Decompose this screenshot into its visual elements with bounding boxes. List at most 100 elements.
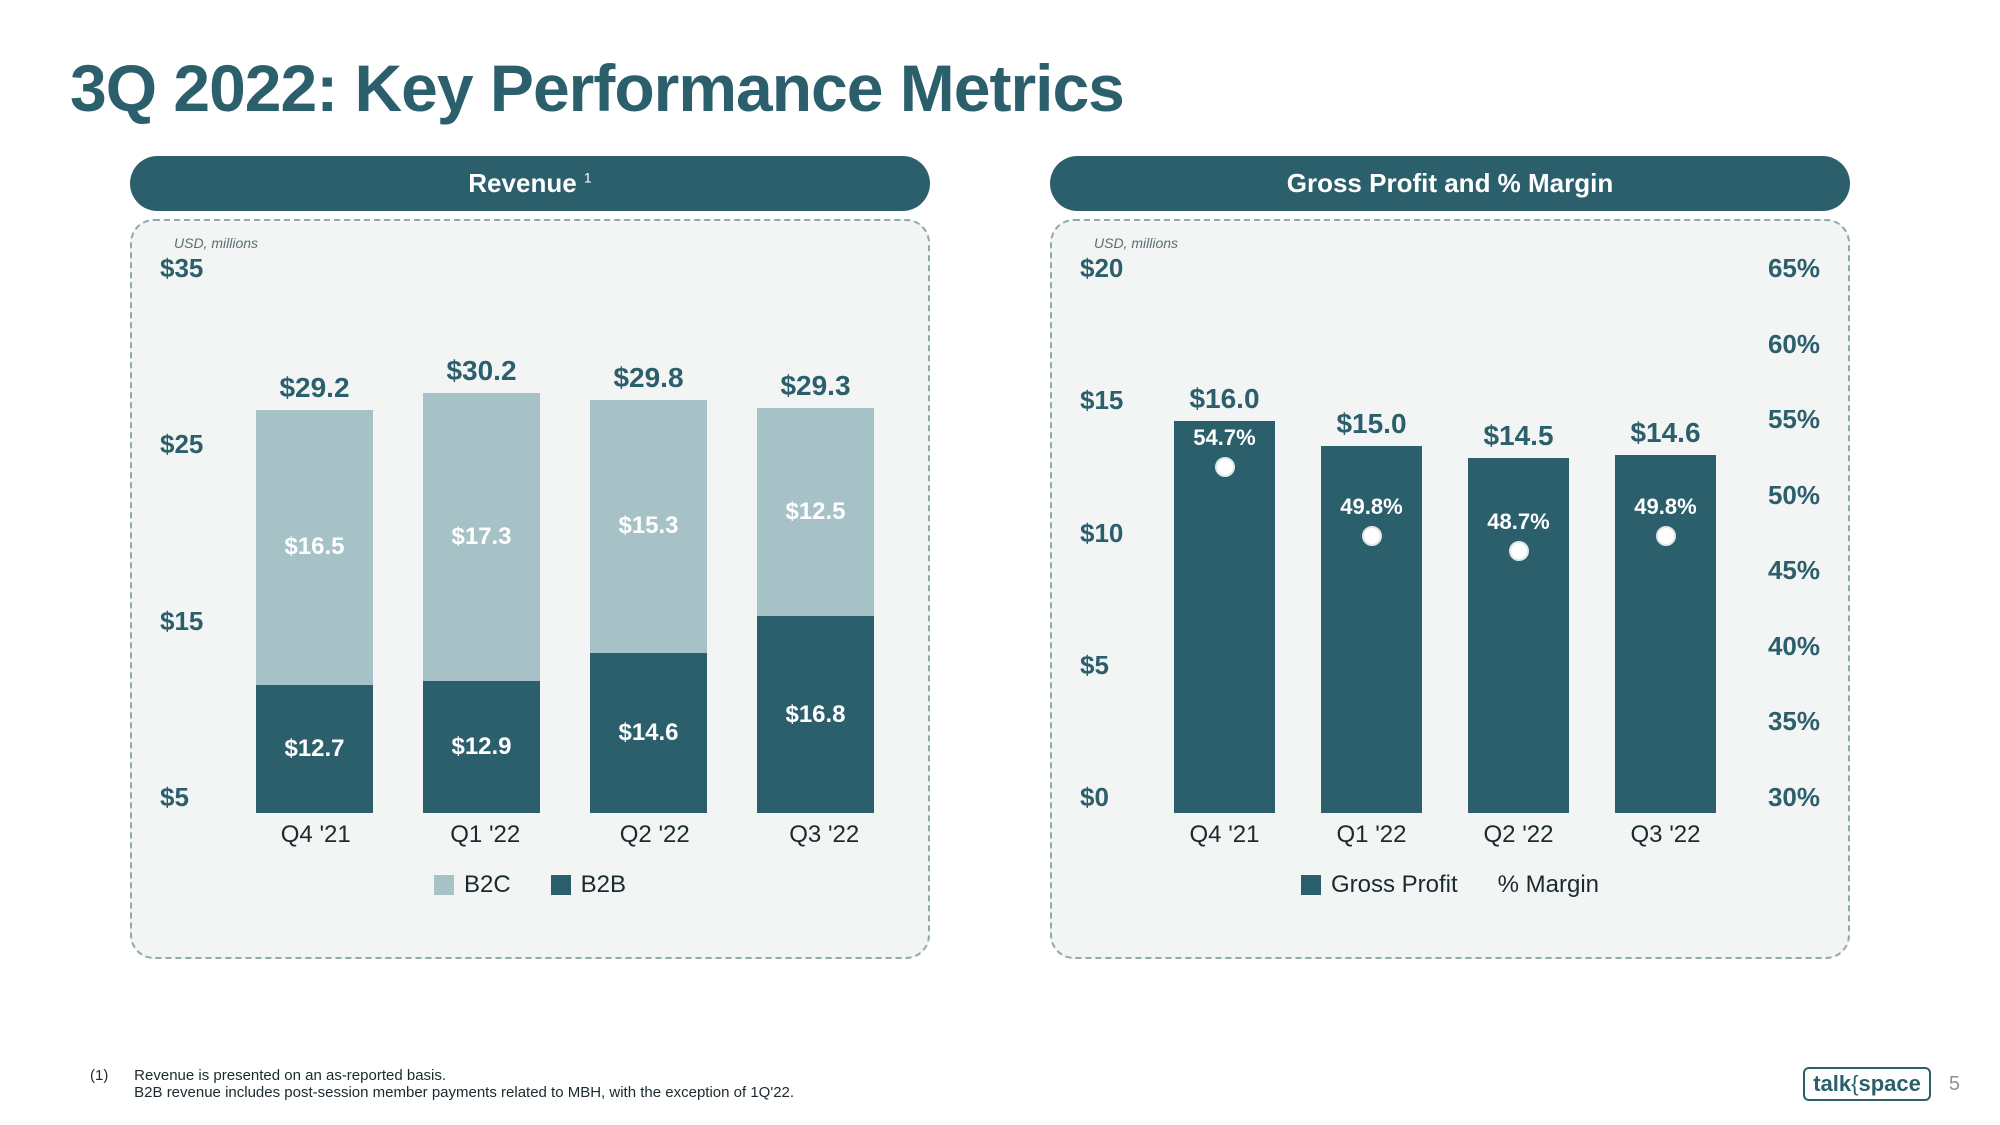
bar-stack: $16.8$12.5 (757, 408, 873, 813)
page-number: 5 (1949, 1073, 1960, 1096)
axis-tick: 55% (1740, 404, 1820, 435)
x-tick: Q1 '22 (1307, 821, 1436, 849)
axis-tick: 35% (1740, 706, 1820, 737)
bar-segment-b2b: $12.7 (256, 685, 372, 813)
gp-bar-column: $16.0 54.7% (1160, 253, 1289, 813)
axis-tick: $0 (1080, 782, 1150, 813)
legend-b2b: B2B (551, 871, 626, 899)
gp-chart-area: $20$15$10$5$0 65%60%55%50%45%40%35%30% $… (1080, 253, 1820, 813)
logo-text: tal (1813, 1071, 1839, 1096)
gp-units: USD, millions (1094, 235, 1830, 251)
bar-value-label: $15.0 (1307, 408, 1436, 440)
footer-right: talk{space 5 (1803, 1067, 1960, 1101)
revenue-chart-area: $35 $25 $15 $5 $29.2 $12.7$16.5 $30.2 $12.9$17… (160, 253, 900, 813)
gp-x-axis: Q4 '21 Q1 '22 Q2 '22 Q3 '22 (1160, 821, 1730, 849)
bar-stack (1174, 421, 1275, 813)
axis-tick: $5 (160, 782, 230, 813)
revenue-x-axis: Q4 '21 Q1 '22 Q2 '22 Q3 '22 (240, 821, 900, 849)
footnote-line2: B2B revenue includes post-session member… (134, 1084, 794, 1101)
footnote-num: (1) (90, 1067, 130, 1084)
axis-tick: $20 (1080, 253, 1150, 284)
footnotes: (1) Revenue is presented on an as-report… (90, 1067, 794, 1101)
x-tick: Q2 '22 (1454, 821, 1583, 849)
x-tick: Q4 '21 (1160, 821, 1289, 849)
axis-tick: $25 (160, 429, 230, 460)
bar-segment-b2b: $14.6 (590, 653, 706, 813)
legend-b2b-label: B2B (581, 871, 626, 899)
x-tick: Q3 '22 (1601, 821, 1730, 849)
legend-margin: % Margin (1498, 871, 1599, 899)
margin-marker-icon (1509, 541, 1529, 561)
bar-total-label: $30.2 (407, 355, 556, 387)
margin-value-label: 49.8% (1601, 494, 1730, 520)
bar-stack: $12.9$17.3 (423, 393, 539, 813)
x-tick: Q2 '22 (579, 821, 731, 849)
logo-text: space (1858, 1071, 1920, 1096)
gp-y-axis-left: $20$15$10$5$0 (1080, 253, 1150, 813)
revenue-bar-column: $29.2 $12.7$16.5 (240, 253, 389, 813)
footnote-line1: Revenue is presented on an as-reported b… (134, 1067, 446, 1084)
gross-profit-swatch-icon (1301, 875, 1321, 895)
axis-tick: 60% (1740, 329, 1820, 360)
revenue-bar-column: $29.3 $16.8$12.5 (741, 253, 890, 813)
x-tick: Q1 '22 (410, 821, 562, 849)
margin-marker-icon (1362, 526, 1382, 546)
margin-marker-icon (1656, 526, 1676, 546)
legend-margin-label: % Margin (1498, 871, 1599, 899)
legend-b2c: B2C (434, 871, 511, 899)
revenue-panel-header: Revenue 1 (130, 156, 930, 211)
bar-segment-b2c: $12.5 (757, 408, 873, 616)
x-tick: Q3 '22 (749, 821, 901, 849)
legend-b2c-label: B2C (464, 871, 511, 899)
gp-panel-header: Gross Profit and % Margin (1050, 156, 1850, 211)
gp-bar-column: $15.0 49.8% (1307, 253, 1436, 813)
bar-segment-b2c: $16.5 (256, 410, 372, 685)
panels-row: Revenue 1 USD, millions $35 $25 $15 $5 $29.… (70, 156, 1930, 959)
margin-marker-icon (1215, 457, 1235, 477)
bar-total-label: $29.3 (741, 370, 890, 402)
bar-segment-gross-profit (1174, 421, 1275, 813)
axis-tick: $5 (1080, 650, 1150, 681)
gp-y-axis-right: 65% 60% 55% 50% 45% 40% 35% 30% (1740, 253, 1820, 813)
revenue-bar-column: $30.2 $12.9$17.3 (407, 253, 556, 813)
axis-tick: $10 (1080, 518, 1150, 549)
axis-tick: 50% (1740, 480, 1820, 511)
bar-segment-b2b: $12.9 (423, 681, 539, 813)
axis-tick: 30% (1740, 782, 1820, 813)
revenue-legend: B2C B2B (150, 871, 910, 899)
axis-tick: 45% (1740, 555, 1820, 586)
bar-segment-b2c: $15.3 (590, 400, 706, 653)
revenue-units: USD, millions (174, 235, 910, 251)
bar-stack: $12.7$16.5 (256, 410, 372, 813)
gp-bar-column: $14.548.7% (1454, 253, 1583, 813)
margin-value-label: 49.8% (1307, 494, 1436, 520)
x-tick: Q4 '21 (240, 821, 392, 849)
gp-panel: Gross Profit and % Margin USD, millions … (1050, 156, 1850, 959)
logo-text: k (1839, 1071, 1851, 1096)
margin-value-label: 54.7% (1160, 425, 1289, 451)
revenue-plot: $29.2 $12.7$16.5 $30.2 $12.9$17.3 $29.8 $14.6… (240, 253, 890, 813)
legend-gross-profit: Gross Profit (1301, 871, 1458, 899)
legend-gp-label: Gross Profit (1331, 871, 1458, 899)
talkspace-logo-icon: talk{space (1803, 1067, 1931, 1101)
gp-title: Gross Profit and % Margin (1287, 168, 1614, 198)
bar-segment-b2b: $16.8 (757, 616, 873, 813)
revenue-title: Revenue (468, 168, 576, 198)
axis-tick: 40% (1740, 631, 1820, 662)
revenue-y-axis: $35 $25 $15 $5 (160, 253, 230, 813)
axis-tick: $15 (160, 606, 230, 637)
bar-value-label: $14.6 (1601, 417, 1730, 449)
axis-tick: $35 (160, 253, 230, 284)
bar-total-label: $29.2 (240, 372, 389, 404)
bar-value-label: $16.0 (1160, 383, 1289, 415)
gp-legend: Gross Profit % Margin (1070, 871, 1830, 899)
slide-title: 3Q 2022: Key Performance Metrics (70, 50, 1930, 126)
gp-bar-column: $14.6 49.8% (1601, 253, 1730, 813)
revenue-panel-body: USD, millions $35$25$15$5 $29.2$12.7$16.… (130, 219, 930, 959)
b2b-swatch-icon (551, 875, 571, 895)
bar-total-label: $29.8 (574, 362, 723, 394)
gp-plot: $16.0 54.7% $15.0 49.8% $14.548.7% $14.6 49.8% (1160, 253, 1730, 813)
bar-segment-b2c: $17.3 (423, 393, 539, 681)
axis-tick: 65% (1740, 253, 1820, 284)
b2c-swatch-icon (434, 875, 454, 895)
